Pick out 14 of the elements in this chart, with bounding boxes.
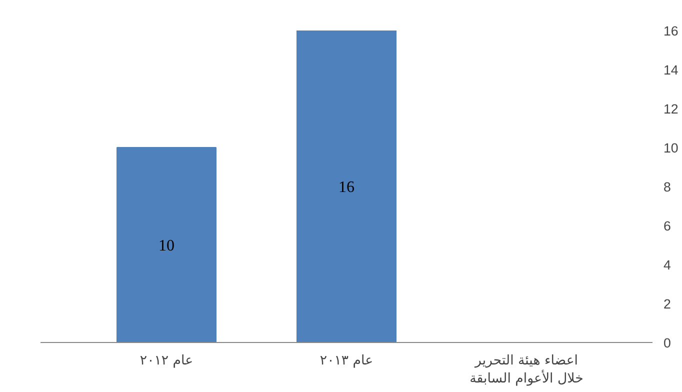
y-tick-label: 14 bbox=[664, 62, 679, 78]
y-tick-label: 0 bbox=[664, 336, 671, 350]
y-tick-label: 12 bbox=[664, 102, 678, 116]
y-tick-label: 2 bbox=[664, 296, 671, 312]
x-tick-label: عام ٢٠١٢ bbox=[140, 354, 194, 368]
x-tick-label: عام ٢٠١٣ bbox=[320, 354, 374, 368]
y-tick-label: 6 bbox=[664, 218, 671, 234]
data-label: 16 bbox=[338, 179, 354, 196]
y-tick-label: 10 bbox=[664, 140, 678, 156]
data-label: 10 bbox=[158, 238, 174, 254]
x-tick-label: اعضاء هيئة التحرير خلال الأعوام السابقة bbox=[470, 354, 584, 386]
y-tick-label: 16 bbox=[664, 24, 678, 38]
y-tick-label: 8 bbox=[664, 180, 671, 194]
y-tick-label: 4 bbox=[664, 258, 672, 272]
